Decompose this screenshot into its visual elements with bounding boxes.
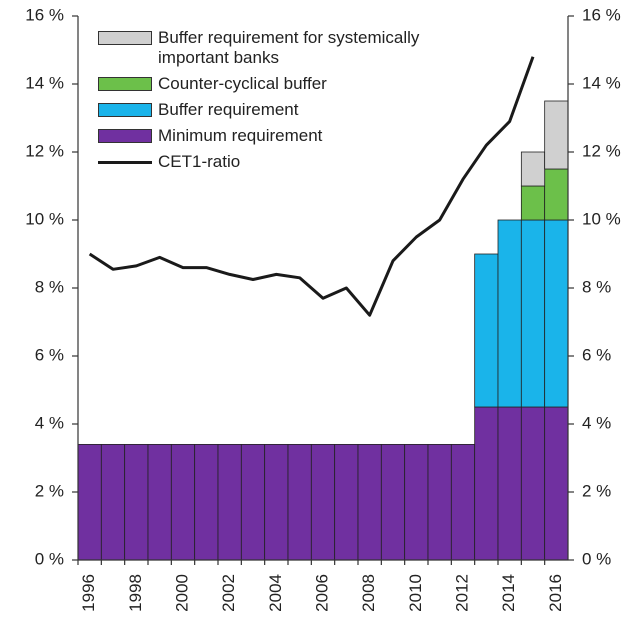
bar [404,443,429,561]
bar [124,443,149,561]
legend-item: Buffer requirement for systemically impo… [98,28,420,68]
bar [310,443,336,561]
y-tick-label: 12 % [25,141,64,160]
y-tick-label: 6 % [35,345,64,364]
legend-label: Counter-cyclical buffer [158,74,327,93]
bar [380,443,406,561]
x-tick-label: 1996 [79,574,98,612]
bar [544,168,569,221]
legend-label: CET1-ratio [158,152,241,171]
bar [147,443,172,561]
legend-label: Buffer requirement [158,100,299,119]
legend-item: Buffer requirement [98,100,420,120]
bar [544,406,569,561]
x-tick-label: 2012 [452,574,471,612]
y2-tick-label: 0 % [582,549,611,568]
y2-tick-label: 16 % [582,5,621,24]
line [88,56,535,317]
legend-swatch [98,77,152,91]
x-tick-label: 2014 [499,574,518,612]
bar [240,443,266,561]
legend: Buffer requirement for systemically impo… [98,28,420,178]
y2-tick-label: 8 % [582,277,611,296]
bar [474,253,499,408]
y-tick-label: 8 % [35,277,64,296]
x-tick-label: 2000 [172,574,191,612]
y2-tick-label: 4 % [582,413,611,432]
x-tick-label: 1998 [126,574,145,612]
y-tick-label: 16 % [25,5,64,24]
y2-tick-label: 6 % [582,345,611,364]
y2-tick-label: 12 % [582,141,621,160]
legend-swatch [98,103,152,117]
bar [100,443,126,561]
bar [170,443,196,561]
bar [520,219,546,408]
bar [334,443,359,561]
y-tick-label: 2 % [35,481,64,500]
legend-swatch [98,31,152,45]
x-tick-label: 2016 [546,574,565,612]
y-tick-label: 0 % [35,549,64,568]
y2-tick-label: 10 % [582,209,621,228]
bar [450,443,476,561]
y-tick-label: 10 % [25,209,64,228]
bar [497,219,522,408]
legend-swatch [98,129,152,143]
bar [520,406,546,561]
x-tick-label: 2010 [406,574,425,612]
bar [217,443,242,561]
bar [474,406,499,561]
legend-label: Buffer requirement for systemically impo… [158,28,420,67]
bar [544,219,569,408]
bar [497,406,522,561]
bar [520,151,546,187]
y-tick-label: 14 % [25,73,64,92]
y2-tick-label: 2 % [582,481,611,500]
x-tick-label: 2004 [266,574,285,612]
x-tick-label: 2002 [219,574,238,612]
bar [264,443,289,561]
bar [357,443,382,561]
legend-swatch [98,161,152,164]
bar [520,185,546,221]
y-tick-label: 4 % [35,413,64,432]
legend-label: Minimum requirement [158,126,323,145]
bar [427,443,452,561]
x-tick-label: 2006 [312,574,331,612]
legend-item: CET1-ratio [98,152,420,172]
bar [77,443,102,561]
bar [544,100,569,170]
legend-item: Counter-cyclical buffer [98,74,420,94]
bar [194,443,219,561]
legend-item: Minimum requirement [98,126,420,146]
bar [287,443,312,561]
x-tick-label: 2008 [359,574,378,612]
y2-tick-label: 14 % [582,73,621,92]
